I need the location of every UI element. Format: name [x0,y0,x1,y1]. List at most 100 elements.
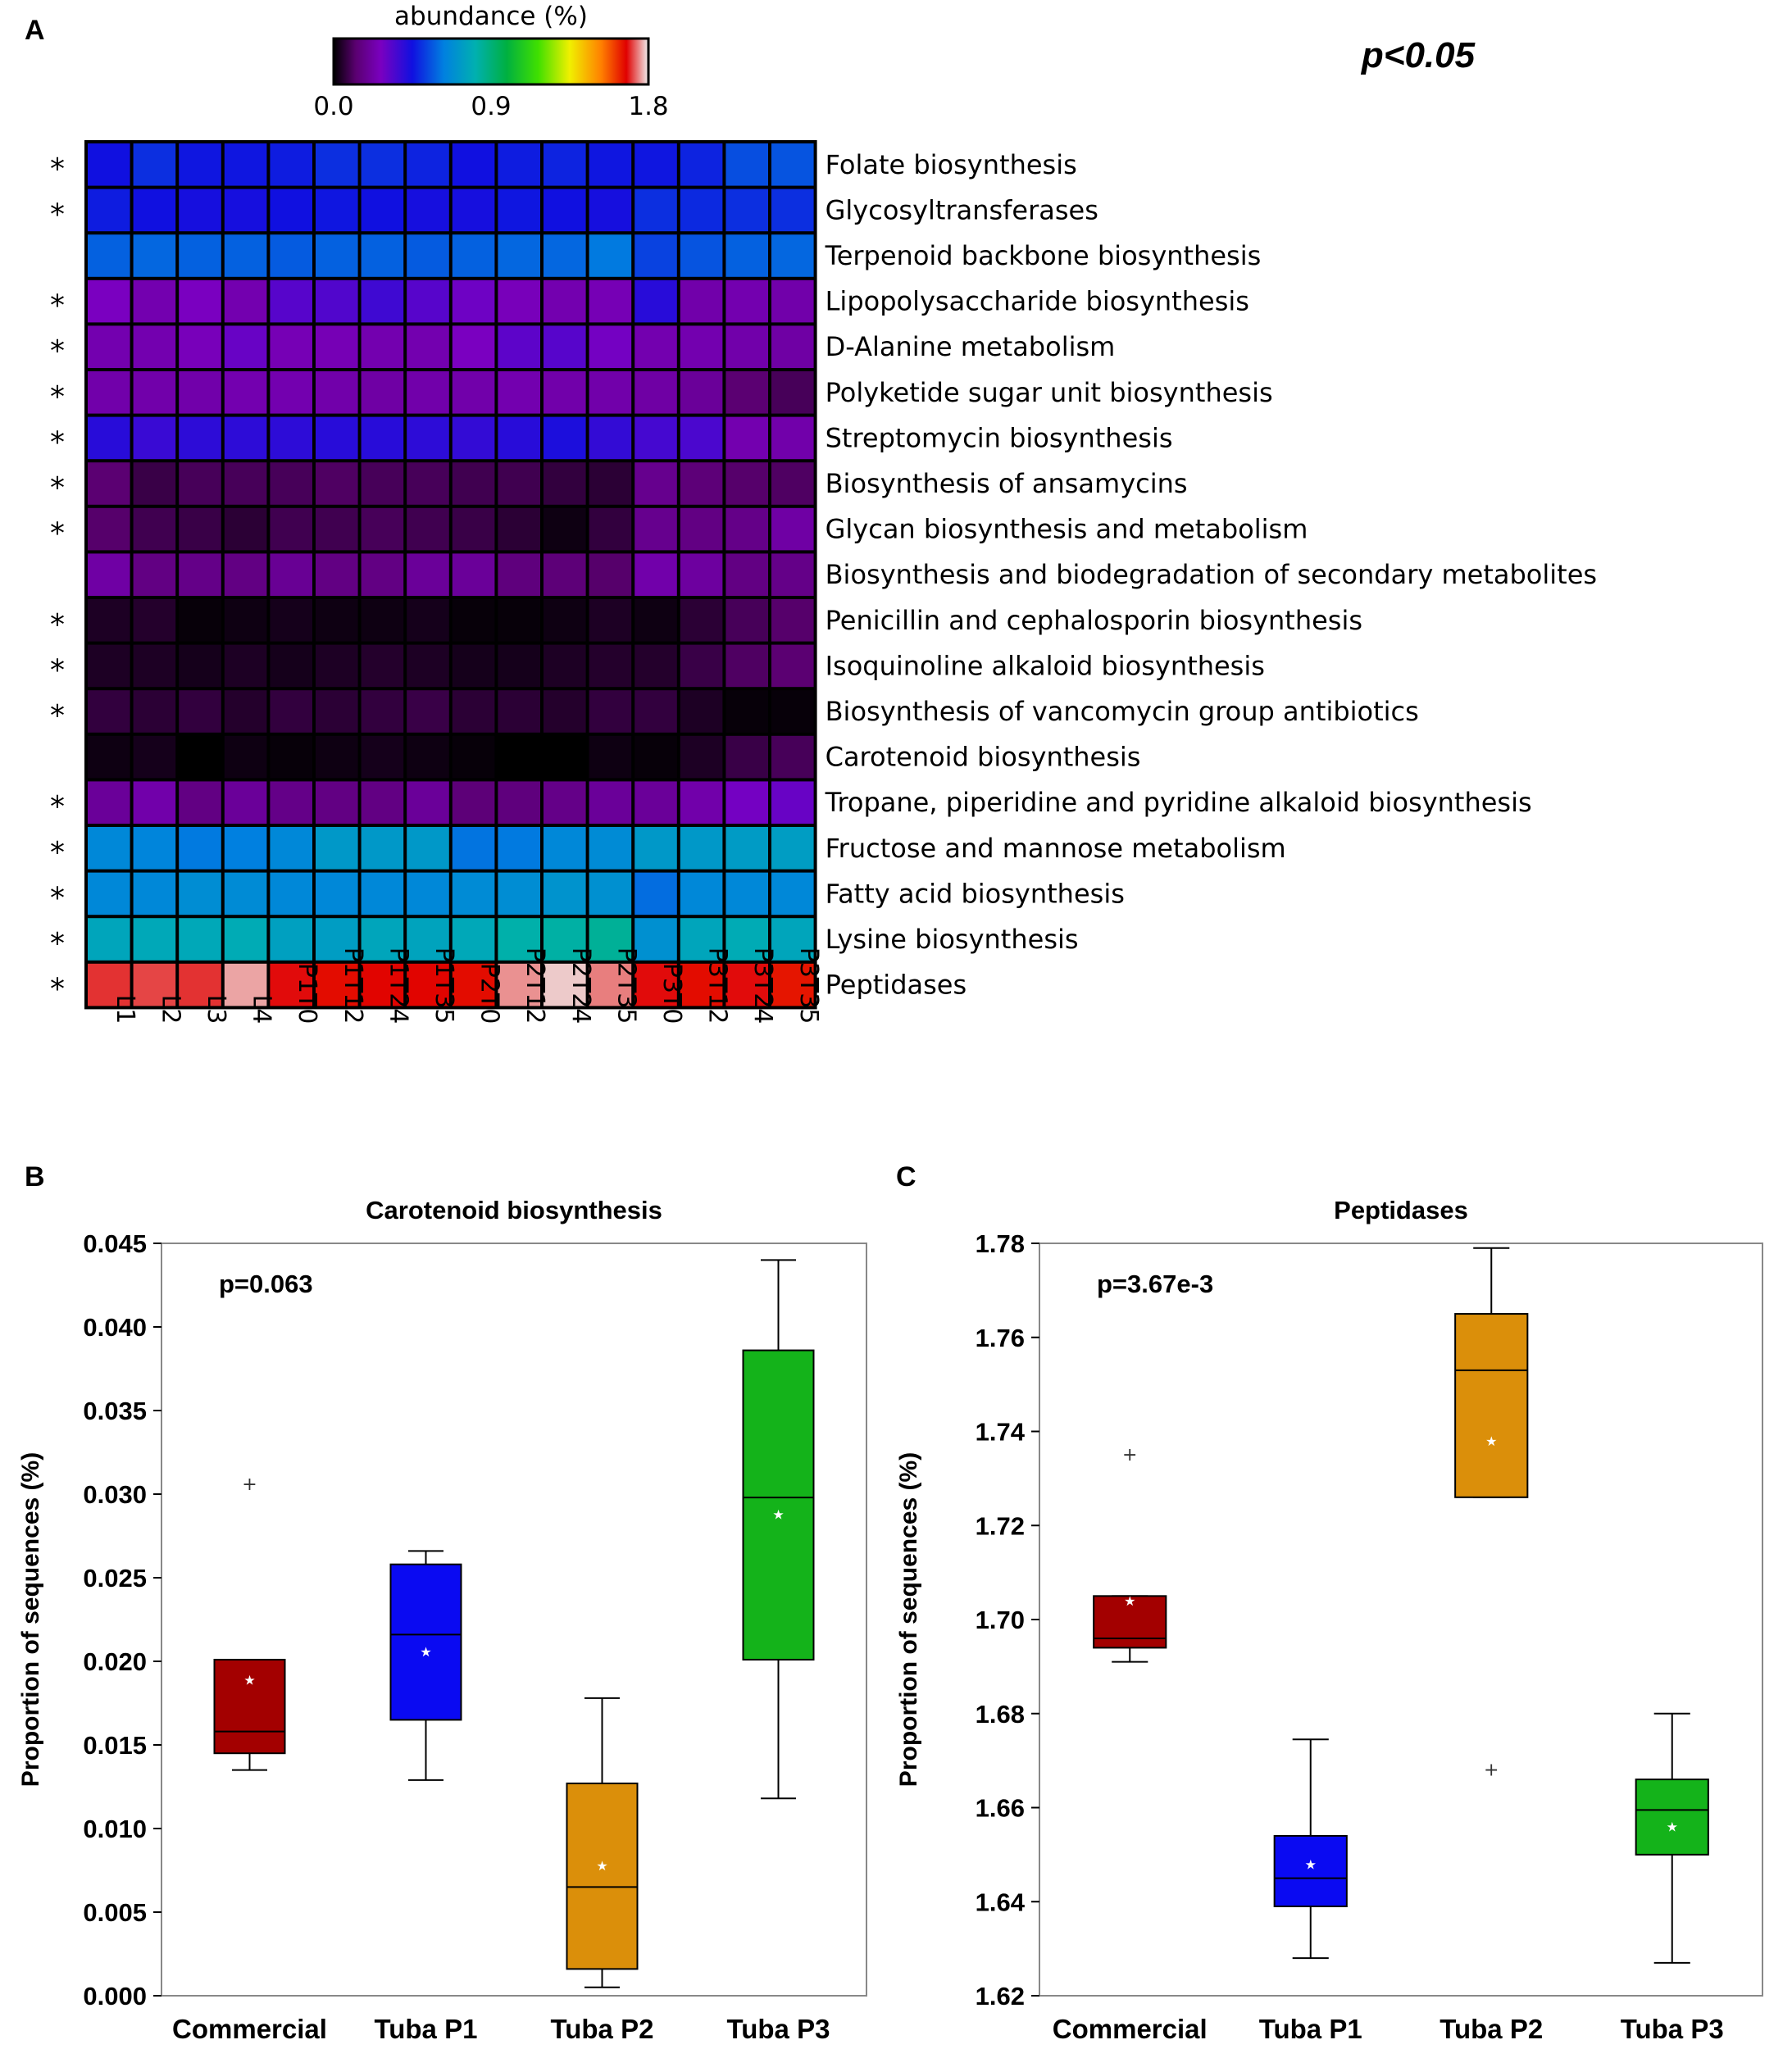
heatmap-cell [680,508,723,551]
heatmap-cell [88,736,130,779]
heatmap-cell [88,371,130,414]
heatmap-cell [225,143,267,186]
heatmap-cell [362,781,404,824]
heatmap-cell [453,325,495,368]
heatmap-cell [589,736,632,779]
heatmap-column-label: L2 [156,995,184,1024]
heatmap-cell [179,781,221,824]
heatmap-cell [88,553,130,596]
colorbar-gradient [334,39,648,84]
significance-marker: * [50,152,65,186]
box [744,1351,814,1660]
heatmap-cell [270,645,312,688]
heatmap-cell [771,234,814,277]
heatmap-cell [771,462,814,505]
heatmap-cell [179,599,221,642]
significance-marker: * [50,471,65,505]
significance-note: p<0.05 [1361,35,1476,75]
heatmap-cell [362,553,404,596]
heatmap-column-label: P3T35 [794,947,823,1024]
heatmap-cell [316,417,358,460]
heatmap-cell [270,736,312,779]
heatmap-cell [589,143,632,186]
heatmap-cell [680,417,723,460]
heatmap-cell [634,599,677,642]
heatmap-cell [544,189,586,232]
heatmap-cell [362,371,404,414]
plot-title: Peptidases [1334,1196,1468,1224]
x-category-label: Tuba P3 [1621,2014,1724,2044]
heatmap-cell [362,599,404,642]
heatmap-cell [589,417,632,460]
significance-marker: * [50,836,65,870]
heatmap-cell [680,189,723,232]
panel-letter-b: B [25,1161,45,1193]
y-tick-label: 0.005 [83,1898,147,1927]
heatmap-cell [225,599,267,642]
heatmap-cell [88,873,130,915]
heatmap-cell [634,645,677,688]
heatmap-cell [498,690,540,733]
heatmap-cell [453,873,495,915]
heatmap-cell [771,371,814,414]
heatmap-cell [316,462,358,505]
heatmap-cell [407,599,449,642]
heatmap-cell [498,143,540,186]
heatmap-cell [316,553,358,596]
heatmap-cell [134,690,176,733]
heatmap-cell [362,189,404,232]
heatmap-cell [634,189,677,232]
heatmap-cell [134,417,176,460]
heatmap-column-label: P3T24 [748,947,777,1024]
heatmap-cell [362,827,404,870]
heatmap-cell [589,280,632,323]
heatmap-cell [179,189,221,232]
heatmap-cell [771,280,814,323]
heatmap-cell [134,325,176,368]
heatmap-cell [544,462,586,505]
heatmap-cell [225,553,267,596]
heatmap-cell [407,873,449,915]
heatmap-cell [179,234,221,277]
heatmap-cell [270,462,312,505]
heatmap-cell [771,143,814,186]
heatmap-cell [589,873,632,915]
heatmap-column-label: L3 [202,995,230,1024]
heatmap-cell [179,508,221,551]
heatmap-cell [179,873,221,915]
heatmap-cell [771,873,814,915]
heatmap-cell [498,234,540,277]
heatmap-cell [316,690,358,733]
colorbar-tick-label: 0.9 [471,92,511,121]
heatmap-row-label: Terpenoid backbone biosynthesis [825,240,1262,271]
heatmap-cell [316,508,358,551]
heatmap-cell [225,417,267,460]
heatmap-cell [225,325,267,368]
heatmap-cell [544,873,586,915]
heatmap-cell [270,690,312,733]
heatmap-cell [634,234,677,277]
heatmap-cell [725,827,768,870]
heatmap-cell [498,371,540,414]
heatmap-cell [498,508,540,551]
heatmap-cell [225,280,267,323]
heatmap-cell [179,325,221,368]
heatmap-column-label: P2T35 [612,947,640,1024]
heatmap-cell [725,143,768,186]
heatmap-cell [725,508,768,551]
y-tick-label: 1.64 [976,1888,1026,1916]
heatmap-cell [589,645,632,688]
heatmap-cell [589,462,632,505]
heatmap-column-label: P1T0 [293,963,321,1024]
heatmap-column-label: P2T12 [521,947,549,1024]
y-tick-label: 0.030 [83,1480,147,1509]
heatmap-cell [407,690,449,733]
heatmap-cell [498,553,540,596]
heatmap-cell [634,827,677,870]
heatmap-cell [453,143,495,186]
heatmap-cell [134,827,176,870]
heatmap-cell [362,873,404,915]
heatmap-cell [544,827,586,870]
heatmap-cell [225,234,267,277]
colorbar-tick-label: 1.8 [628,92,668,121]
